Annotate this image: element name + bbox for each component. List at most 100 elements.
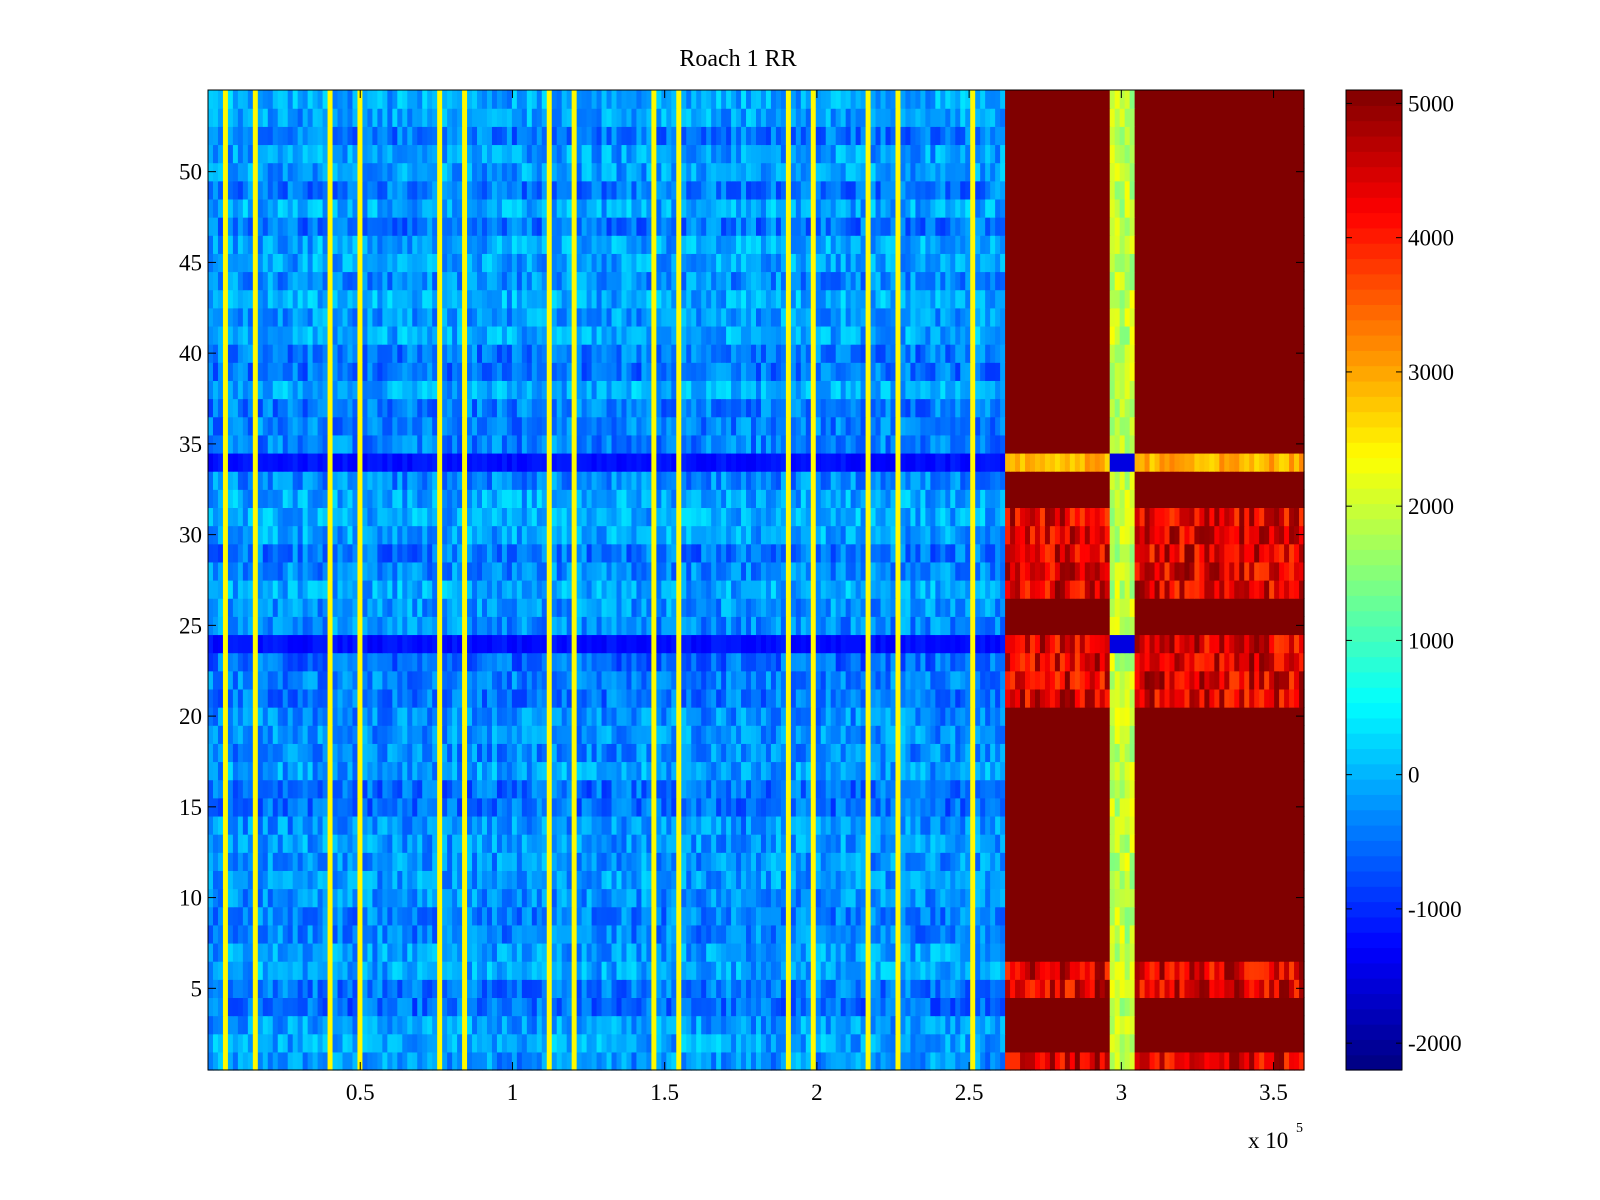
heatmap-cell [1294,761,1300,781]
heatmap-cell [741,979,747,999]
heatmap-cell [1179,961,1186,980]
heatmap-cell [332,1051,339,1071]
heatmap-cell [895,961,902,980]
heatmap-cell [601,725,608,744]
heatmap-cell [526,1015,533,1035]
heatmap-cell [870,961,877,980]
heatmap-cell [1025,979,1031,999]
heatmap-cell [646,834,652,853]
heatmap-cell [845,834,852,853]
heatmap-cell [352,725,359,744]
heatmap-cell [312,997,319,1017]
heatmap-cell [775,779,782,799]
heatmap-cell [646,743,652,763]
heatmap-cell [880,670,887,690]
heatmap-cell [1194,743,1200,763]
heatmap-cell [1034,924,1041,944]
heatmap-cell [716,688,722,708]
heatmap-cell [516,1033,523,1053]
heatmap-cell [357,688,364,708]
heatmap-cell [1114,1015,1121,1035]
heatmap-cell [362,1015,369,1035]
heatmap-cell [666,979,672,999]
heatmap-cell [815,906,822,926]
heatmap-cell [1239,906,1245,926]
heatmap-cell [467,906,473,926]
heatmap-cell [521,688,528,708]
heatmap-cell [651,1033,657,1053]
heatmap-cell [307,1015,314,1035]
heatmap-cell [526,906,533,926]
heatmap-cell [875,979,882,999]
heatmap-cell [531,707,538,726]
heatmap-cell [1174,688,1181,708]
heatmap-cell [347,888,354,908]
heatmap-cell [337,906,344,926]
heatmap-cell [810,924,817,944]
heatmap-cell [327,924,334,944]
heatmap-cell [531,1033,538,1053]
heatmap-cell [1214,924,1220,944]
heatmap-cell [970,870,976,890]
heatmap-cell [736,670,742,690]
heatmap-cell [1204,942,1210,962]
heatmap-cell [377,652,383,672]
heatmap-cell [666,670,672,690]
heatmap-cell [501,670,508,690]
heatmap-cell [536,852,543,871]
heatmap-cell [322,997,329,1017]
heatmap-cell [845,906,852,926]
heatmap-cell [1179,852,1186,871]
heatmap-cell [486,761,493,781]
heatmap-cell [367,997,373,1017]
heatmap-cell [810,1015,817,1035]
heatmap-cell [596,870,603,890]
heatmap-cell [850,815,857,835]
heatmap-cell [825,870,832,890]
heatmap-cell [930,743,936,763]
heatmap-cell [1124,743,1131,763]
heatmap-cell [1274,997,1280,1017]
heatmap-cell [770,888,777,908]
heatmap-cell [1169,707,1176,726]
heatmap-cell [1214,888,1220,908]
heatmap-cell [935,652,941,672]
heatmap-cell [880,797,887,817]
heatmap-cell [581,688,588,708]
heatmap-cell [432,924,438,944]
heatmap-cell [980,670,986,690]
heatmap-cell [1184,834,1191,853]
heatmap-cell [1099,852,1106,871]
heatmap-cell [312,761,319,781]
heatmap-cell [372,942,378,962]
heatmap-cell [422,997,428,1017]
heatmap-cell [1074,670,1081,690]
heatmap-cell [312,797,319,817]
heatmap-cell [257,670,264,690]
heatmap-cell [447,815,453,835]
heatmap-cell [616,815,623,835]
heatmap-cell [606,761,613,781]
heatmap-cell [1144,1015,1151,1035]
heatmap-cell [482,834,488,853]
heatmap-cell [1189,1033,1195,1053]
heatmap-cell [586,707,593,726]
heatmap-cell [1179,870,1186,890]
heatmap-cell [1284,997,1290,1017]
heatmap-cell [1069,707,1076,726]
heatmap-cell [995,906,1001,926]
heatmap-cell [551,834,558,853]
heatmap-cell [362,761,369,781]
heatmap-cell [820,652,827,672]
heatmap-cell [711,888,717,908]
heatmap-cell [337,1015,344,1035]
heatmap-cell [272,1015,279,1035]
heatmap-cell [516,961,523,980]
heatmap-cell [701,725,707,744]
heatmap-cell [875,852,882,871]
heatmap-cell [631,924,638,944]
heatmap-cell [865,870,872,890]
heatmap-cell [1254,670,1260,690]
heatmap-cell [1059,961,1066,980]
heatmap-cell [541,979,548,999]
